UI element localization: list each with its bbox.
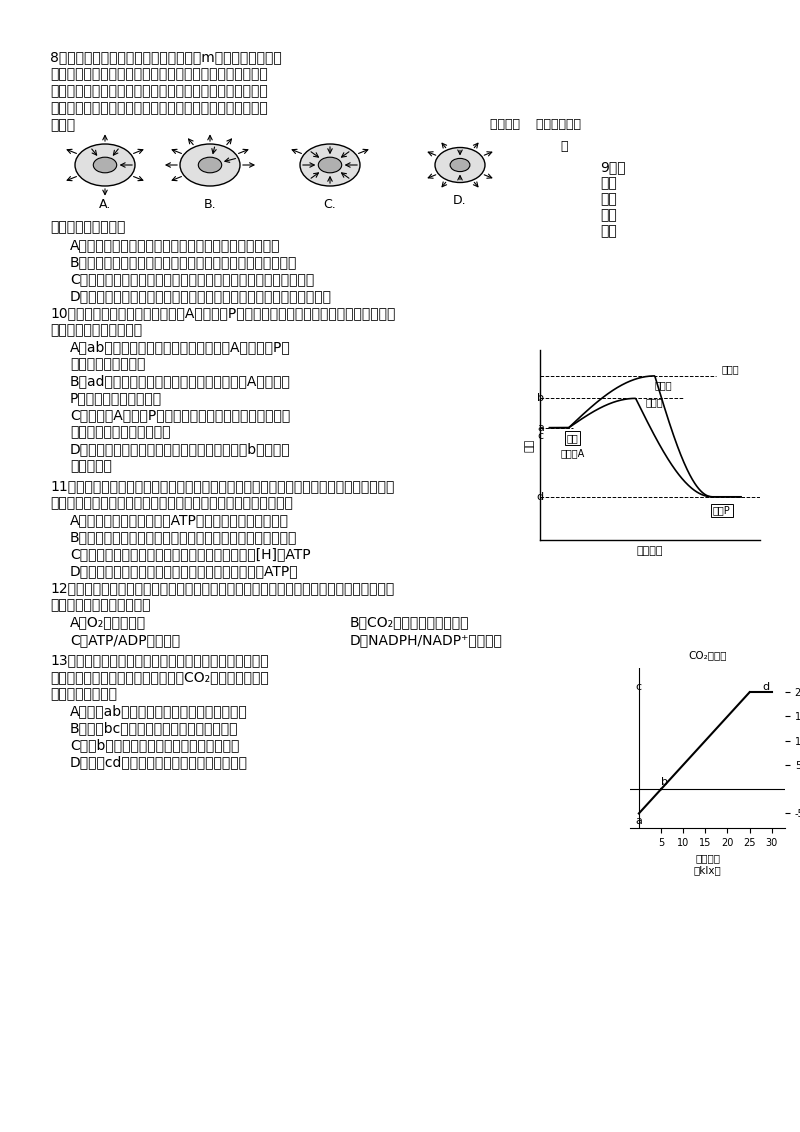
Text: 态: 态	[560, 140, 567, 153]
Text: b: b	[537, 393, 544, 403]
Text: 列关: 列关	[600, 175, 617, 190]
Text: 变化的光照条件下后，根据其吸收的CO₂量绘成的曲线。: 变化的光照条件下后，根据其吸收的CO₂量绘成的曲线。	[50, 670, 269, 684]
Text: 表示水分子的运动方向，箭头的多少表示进出细胞水分子的: 表示水分子的运动方向，箭头的多少表示进出细胞水分子的	[50, 101, 268, 115]
Text: 质跨: 质跨	[600, 208, 617, 222]
Text: A．曲线ab段表示绿色植物没有进行光合作用: A．曲线ab段表示绿色植物没有进行光合作用	[70, 704, 248, 718]
Text: 8．某种植物细胞的正常形态和在浓度为m的淡盐水中的形态: 8．某种植物细胞的正常形态和在浓度为m的淡盐水中的形态	[50, 50, 282, 65]
Text: 数目）: 数目）	[50, 118, 75, 132]
Text: B．CO₂的固定和还原均加快: B．CO₂的固定和还原均加快	[350, 615, 470, 629]
Text: 应发生需要的活化能: 应发生需要的活化能	[70, 357, 146, 371]
Text: C.: C.	[324, 198, 336, 211]
X-axis label: 光照强度
（klx）: 光照强度 （klx）	[694, 854, 722, 875]
Ellipse shape	[300, 144, 360, 186]
Text: 10．右图曲线表示化学反应：物质A生成物质P在无催化条件和有酶催化条件下的能量变化: 10．右图曲线表示化学反应：物质A生成物质P在无催化条件和有酶催化条件下的能量变…	[50, 306, 395, 320]
Text: C．相对分子质量小的物质或离子都可以通过自由扩散进入细胞内: C．相对分子质量小的物质或离子都可以通过自由扩散进入细胞内	[70, 272, 314, 286]
Text: D．曲线cd段表示绿色植物的光合作用停止了: D．曲线cd段表示绿色植物的光合作用停止了	[70, 755, 248, 769]
Text: B．ad段表示在无催化剂催化条件下，使物质A生成物质: B．ad段表示在无催化剂催化条件下，使物质A生成物质	[70, 374, 291, 388]
Text: C．两种肌纤维均可在细胞质基质中产生丙酮酸、[H]和ATP: C．两种肌纤维均可在细胞质基质中产生丙酮酸、[H]和ATP	[70, 547, 310, 561]
Text: B．曲线bc段表示绿色植物仅进行光合作用: B．曲线bc段表示绿色植物仅进行光合作用	[70, 721, 238, 735]
Y-axis label: 能量: 能量	[525, 438, 534, 452]
Text: D．NADPH/NADP⁺比值下降: D．NADPH/NADP⁺比值下降	[350, 633, 503, 648]
Text: A．肌细胞的细胞膜上有协助葡萄糖跨膜运输的载体蛋白: A．肌细胞的细胞膜上有协助葡萄糖跨膜运输的载体蛋白	[70, 238, 281, 252]
Text: d: d	[763, 683, 770, 693]
Ellipse shape	[450, 158, 470, 172]
Text: D.: D.	[453, 195, 467, 207]
Text: 膜运: 膜运	[600, 224, 617, 238]
Text: D．协助扩散和自由扩散都不需要消耗能量，也不需要膜上的载体蛋白: D．协助扩散和自由扩散都不需要消耗能量，也不需要膜上的载体蛋白	[70, 289, 332, 303]
Text: d: d	[537, 491, 544, 501]
Ellipse shape	[198, 157, 222, 173]
Text: A．慢跑时慢肌纤维产生的ATP，主要来自于线粒体内膜: A．慢跑时慢肌纤维产生的ATP，主要来自于线粒体内膜	[70, 513, 289, 528]
Text: 活化态: 活化态	[722, 365, 739, 375]
Text: c: c	[538, 431, 544, 441]
Text: A．ab段表示在有酶催化条件下，使物质A生成物质P反: A．ab段表示在有酶催化条件下，使物质A生成物质P反	[70, 340, 290, 354]
Text: 于物: 于物	[600, 192, 617, 206]
Text: 初态: 初态	[566, 432, 578, 443]
Ellipse shape	[94, 157, 117, 173]
Text: D．若将酶催化改为无机催化剂催化该反应，则b在纵轴上: D．若将酶催化改为无机催化剂催化该反应，则b在纵轴上	[70, 441, 290, 456]
Text: 正常形态    淡盐水中的形: 正常形态 淡盐水中的形	[490, 118, 581, 131]
Text: 如图所示。以下能够正确反映细胞由正常形态转变为淡盐水: 如图所示。以下能够正确反映细胞由正常形态转变为淡盐水	[50, 67, 268, 82]
Text: B．短跑时快肌纤维无氧呼吸产生大量乳酸，故产生酸痛感觉: B．短跑时快肌纤维无氧呼吸产生大量乳酸，故产生酸痛感觉	[70, 530, 298, 544]
Text: a: a	[537, 422, 544, 432]
Text: 输的叙述，正确的是: 输的叙述，正确的是	[50, 220, 126, 234]
Ellipse shape	[75, 144, 135, 186]
Text: C．若物质A与物质P之间转化的反应为可逆反应，相应的: C．若物质A与物质P之间转化的反应为可逆反应，相应的	[70, 408, 290, 422]
Text: B．激素必须通过主动运输进入细胞内完成对细胞代谢的调节: B．激素必须通过主动运输进入细胞内完成对细胞代谢的调节	[70, 255, 298, 269]
Text: 中形态的过程中水分子进出细胞的图示是（说明：图中箭头: 中形态的过程中水分子进出细胞的图示是（说明：图中箭头	[50, 84, 268, 98]
Text: CO₂吸收量: CO₂吸收量	[688, 650, 726, 660]
Text: B.: B.	[204, 198, 216, 211]
Ellipse shape	[180, 144, 240, 186]
Text: 9．下: 9．下	[600, 160, 626, 174]
Text: 过程。据图判断正确的是: 过程。据图判断正确的是	[50, 323, 142, 337]
Text: 烈运动有关；慢肌纤维与慢跑等有氧运动有关。下列叙述错误的是: 烈运动有关；慢肌纤维与慢跑等有氧运动有关。下列叙述错误的是	[50, 496, 293, 511]
Text: 绿体内不可能发生的现象是: 绿体内不可能发生的现象是	[50, 598, 150, 612]
Text: b: b	[661, 777, 668, 787]
Text: 酶催化: 酶催化	[646, 397, 663, 408]
Text: A.: A.	[99, 198, 111, 211]
Text: 下列叙述正确的是: 下列叙述正确的是	[50, 687, 117, 701]
Text: 酶可降低正逆反应的活化能: 酶可降低正逆反应的活化能	[70, 424, 170, 439]
X-axis label: 反应过程: 反应过程	[637, 546, 663, 556]
Text: 反应物A: 反应物A	[560, 448, 585, 458]
Text: 将向下移动: 将向下移动	[70, 458, 112, 473]
Ellipse shape	[435, 147, 485, 182]
Text: 13．图示原来置于黑暗环境条件下的绿色植物改置于连续: 13．图示原来置于黑暗环境条件下的绿色植物改置于连续	[50, 653, 269, 667]
Text: C．ATP/ADP比值下降: C．ATP/ADP比值下降	[70, 633, 180, 648]
Text: 11．人的肌肉组织分为快肌纤维和慢肌纤维两种，快肌纤维几乎不含有线粒体，与短跑等剧: 11．人的肌肉组织分为快肌纤维和慢肌纤维两种，快肌纤维几乎不含有线粒体，与短跑等…	[50, 479, 394, 494]
Text: a: a	[635, 816, 642, 826]
Text: C．在b点条件下绿色植物有机物积累量为零: C．在b点条件下绿色植物有机物积累量为零	[70, 738, 239, 752]
Text: A．O₂的产生停止: A．O₂的产生停止	[70, 615, 146, 629]
Text: c: c	[636, 683, 642, 693]
Text: 无催化: 无催化	[654, 380, 673, 391]
Text: D．消耗等摩尔葡萄糖，快肌纤维比慢肌纤维产生的ATP多: D．消耗等摩尔葡萄糖，快肌纤维比慢肌纤维产生的ATP多	[70, 564, 298, 578]
Text: 产物P: 产物P	[713, 506, 730, 515]
Text: 12．正常生长的绿藻，照光培养一段时间后，用黑布迅速将培养瓶罩上，此后绿藻细胞的叶: 12．正常生长的绿藻，照光培养一段时间后，用黑布迅速将培养瓶罩上，此后绿藻细胞的…	[50, 581, 394, 595]
Ellipse shape	[318, 157, 342, 173]
Text: P反应发生需要的活化能: P反应发生需要的活化能	[70, 391, 162, 405]
